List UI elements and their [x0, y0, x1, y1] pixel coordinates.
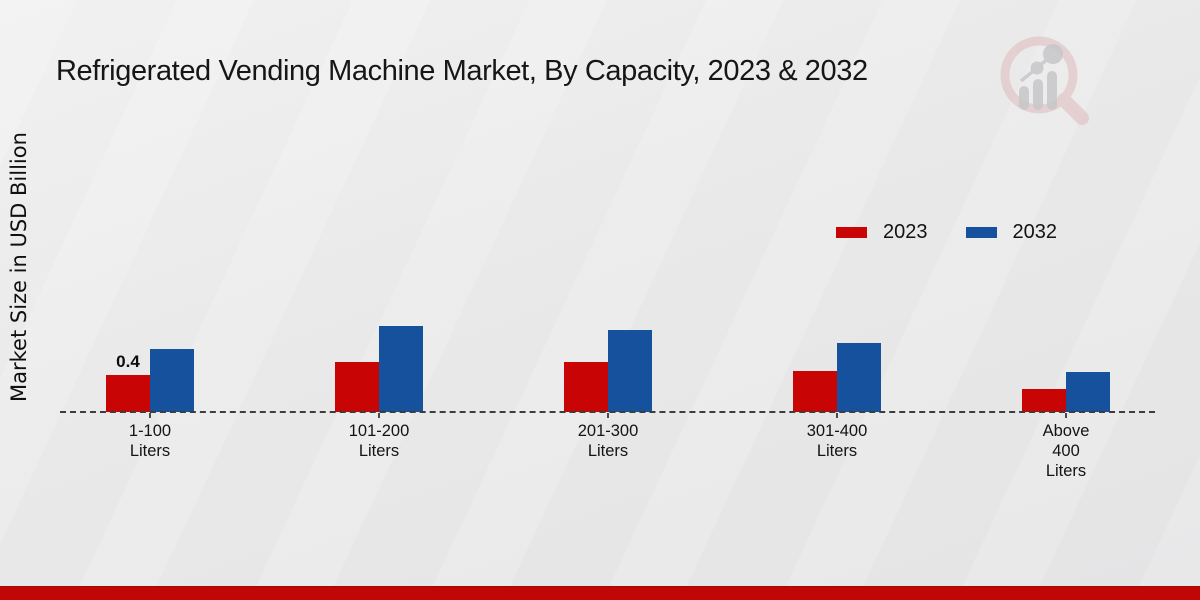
x-axis-label: 1-100 Liters — [128, 422, 172, 461]
legend-swatch-2032 — [965, 227, 997, 238]
bar-2032-group1 — [150, 349, 194, 412]
bar-2032-group5 — [1066, 372, 1110, 412]
x-axis-tick — [378, 413, 380, 418]
x-axis-label: 301-400 Liters — [806, 422, 868, 461]
bar-2023-group3 — [564, 362, 608, 412]
bar-2032-group3 — [608, 330, 652, 412]
chart-title: Refrigerated Vending Machine Market, By … — [56, 55, 868, 88]
x-axis-baseline — [60, 411, 1155, 413]
bar-group — [335, 292, 423, 412]
legend-swatch-2023 — [836, 227, 867, 238]
x-axis-tick — [1065, 413, 1067, 418]
legend-item-2023: 2023 — [836, 221, 928, 244]
y-axis-title: Market Size in USD Billion — [7, 132, 31, 402]
x-axis-tick — [607, 413, 609, 418]
x-axis-label: Above 400 Liters — [1042, 422, 1090, 481]
bar-2032-group2 — [379, 326, 423, 412]
legend-item-2032: 2032 — [965, 221, 1058, 244]
bar-2023-group1 — [106, 375, 150, 412]
bar-2023-group4 — [793, 371, 837, 412]
bar-2032-group4 — [837, 343, 881, 412]
legend-label: 2023 — [883, 221, 928, 243]
plot-area: 1-100 Liters 101-200 Liters 201-300 Liters… — [60, 292, 1155, 480]
bar-group — [564, 292, 652, 412]
x-axis-tick — [836, 413, 838, 418]
bar-group — [793, 292, 881, 412]
bar-2023-group2 — [335, 362, 379, 412]
x-axis-tick — [149, 413, 151, 418]
magnifier-bar-chart-logo — [992, 28, 1092, 126]
x-axis-label: 201-300 Liters — [577, 422, 639, 461]
bar-group — [1022, 292, 1110, 412]
legend-label: 2032 — [1012, 221, 1058, 243]
x-axis-label: 101-200 Liters — [348, 422, 410, 461]
data-label: 0.4 — [116, 352, 140, 371]
legend: 2023 2032 — [836, 221, 1095, 244]
bar-group — [106, 292, 194, 412]
bar-2023-group5 — [1022, 389, 1066, 412]
footer-accent-bar — [0, 586, 1200, 600]
